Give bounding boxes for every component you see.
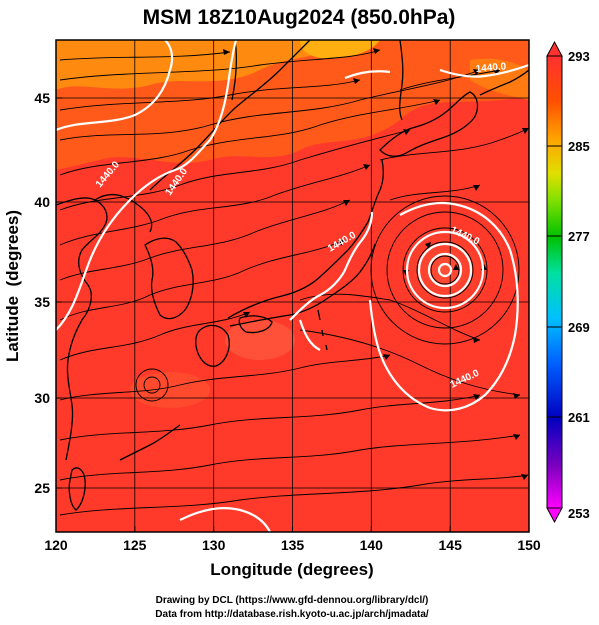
colorbar-ticks	[547, 145, 562, 418]
kyushu-shikoku-patch	[225, 320, 295, 360]
colorbar-bar	[546, 55, 563, 509]
colorbar-label: 277	[568, 229, 590, 244]
y-axis-label: Latitude (degrees)	[3, 210, 22, 362]
x-tick-labels: 120 125 130 135 140 145 150	[44, 537, 541, 553]
colorbar-top-triangle	[546, 40, 563, 57]
y-tick-label: 30	[34, 390, 50, 406]
x-tick-label: 120	[44, 537, 68, 553]
y-tick-labels: 45 40 35 30 25	[34, 90, 50, 496]
grid-lines	[56, 40, 529, 532]
x-tick-label: 135	[281, 537, 305, 553]
axis-ticks	[55, 97, 530, 532]
x-tick-label: 125	[123, 537, 147, 553]
x-tick-label: 130	[202, 537, 226, 553]
x-tick-label: 145	[439, 537, 463, 553]
colorbar-label: 261	[568, 410, 590, 425]
coastlines	[56, 40, 529, 511]
credit-line-2: Data from http://database.rish.kyoto-u.a…	[155, 609, 429, 620]
map-plot-area: 1440.0 1440.0 1440.0 1440.0 1440.0 1440.…	[56, 40, 529, 532]
colorbar-label: 293	[568, 49, 590, 64]
y-tick-label: 35	[34, 294, 50, 310]
x-axis-label: Longitude (degrees)	[210, 560, 373, 579]
map-title: MSM 18Z10Aug2024 (850.0hPa)	[143, 6, 456, 29]
dark-patch	[130, 372, 210, 408]
geopotential-contours	[56, 40, 529, 532]
orange-band	[56, 40, 350, 90]
colorbar-label: 253	[568, 506, 590, 521]
colorbar-bottom-triangle	[546, 507, 563, 524]
wind-streamlines	[59, 49, 529, 516]
colorbar-label: 269	[568, 320, 590, 335]
y-tick-label: 45	[34, 90, 50, 106]
contour-label: 1440.0	[475, 61, 507, 75]
y-tick-label: 25	[34, 480, 50, 496]
y-tick-label: 40	[34, 194, 50, 210]
x-tick-label: 140	[360, 537, 384, 553]
credit-line-1: Drawing by DCL (https://www.gfd-dennou.o…	[156, 595, 429, 606]
yellow-patch	[300, 40, 380, 59]
x-tick-label: 150	[517, 537, 541, 553]
colorbar-label: 285	[568, 139, 590, 154]
colorbar: 293 285 277 269 261 253	[546, 40, 590, 524]
